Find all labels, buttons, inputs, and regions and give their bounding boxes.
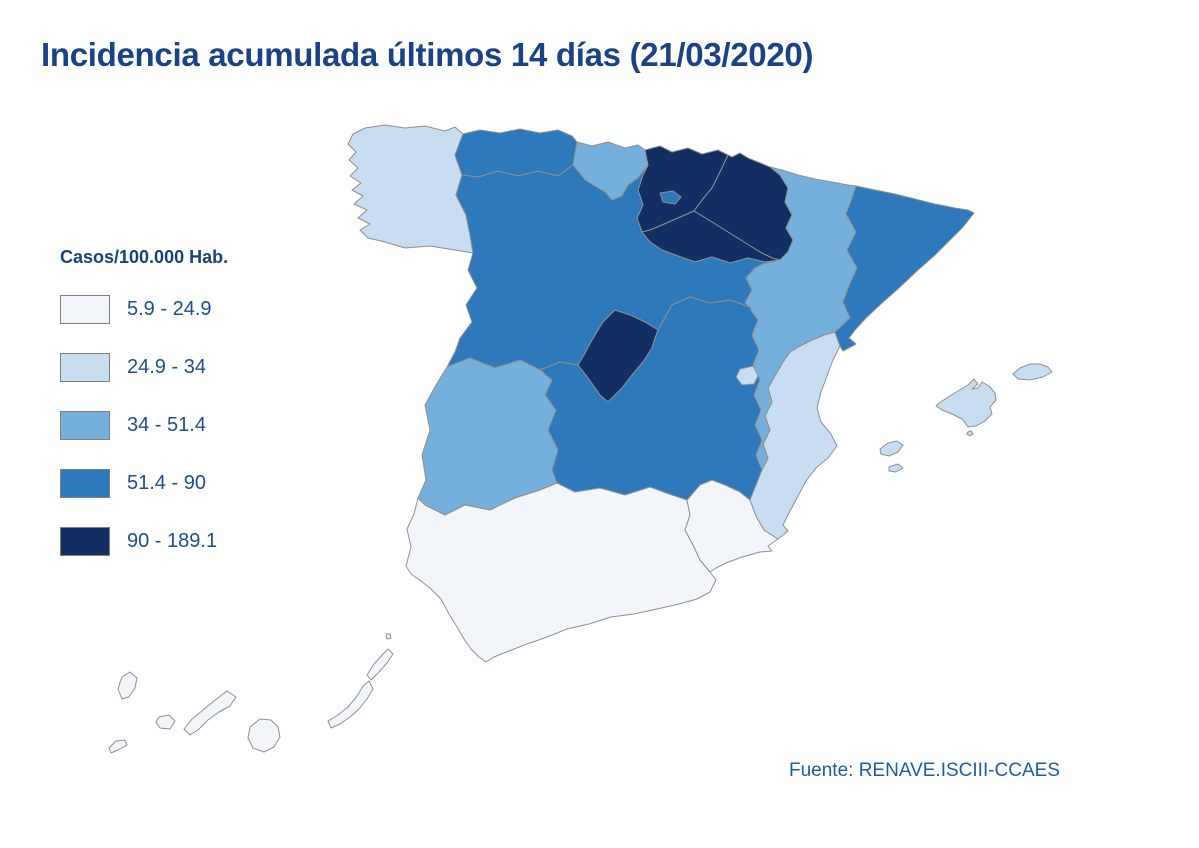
legend-label: 90 - 189.1	[127, 529, 218, 552]
legend-item: 24.9 - 34	[60, 352, 360, 382]
source-attribution: Fuente: RENAVE.ISCIII-CCAES	[789, 760, 1061, 781]
region-baleares	[879, 363, 1053, 473]
region-murcia	[684, 479, 779, 573]
legend-item: 51.4 - 90	[60, 468, 360, 498]
map-regions-group	[108, 124, 1053, 754]
region-trevino-enclave	[659, 190, 682, 205]
region-cataluna	[834, 185, 975, 352]
legend-label: 34 - 51.4	[127, 413, 206, 436]
legend-item: 5.9 - 24.9	[60, 294, 360, 324]
legend-item: 90 - 189.1	[60, 526, 360, 556]
legend-label: 51.4 - 90	[127, 471, 206, 494]
legend-label: 5.9 - 24.9	[127, 297, 212, 320]
legend-item: 34 - 51.4	[60, 410, 360, 440]
region-galicia	[347, 124, 474, 254]
legend: Casos/100.000 Hab. 5.9 - 24.9 24.9 - 34 …	[60, 247, 360, 585]
legend-swatch-class-2	[60, 352, 110, 382]
legend-swatch-class-5	[60, 526, 110, 556]
legend-swatch-class-4	[60, 468, 110, 498]
legend-swatch-class-3	[60, 410, 110, 440]
legend-title: Casos/100.000 Hab.	[60, 247, 229, 267]
legend-swatch-class-1	[60, 294, 110, 324]
region-asturias	[454, 128, 578, 178]
region-canarias	[108, 633, 394, 754]
legend-label: 24.9 - 34	[127, 355, 206, 378]
page-title: Incidencia acumulada últimos 14 días (21…	[41, 36, 814, 73]
